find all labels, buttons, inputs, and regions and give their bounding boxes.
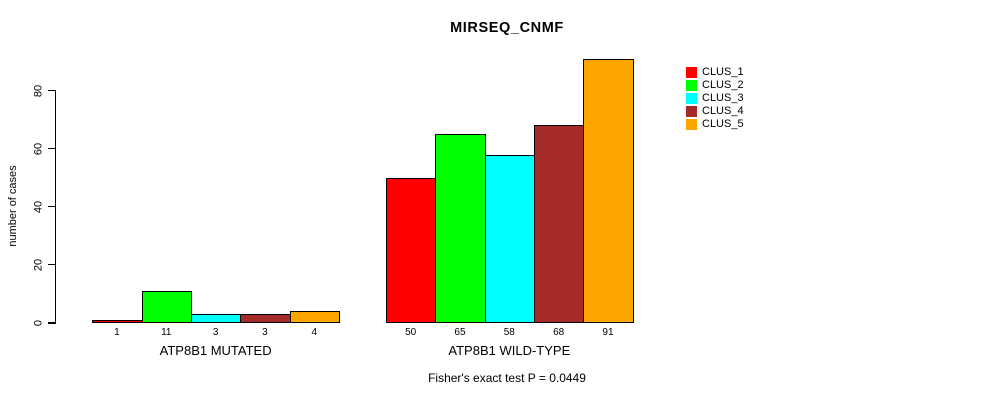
legend-swatch-icon [686,106,697,117]
y-tick-mark [48,264,55,266]
bar-clus_4-group2 [533,125,585,323]
bar-clus_1-group2 [386,177,437,323]
bar-clus_1-group1 [92,320,143,323]
bar-clus_2-group1 [141,291,192,323]
bar-value-label: 3 [212,327,219,338]
bar-value-label: 68 [553,327,565,338]
fisher-test-caption: Fisher's exact test P = 0.0449 [428,371,586,385]
y-tick-label: 40 [32,200,45,213]
y-tick-mark [48,148,55,150]
bar-value-label: 65 [454,327,466,338]
legend-label: CLUS_4 [702,105,744,117]
y-axis-title: number of cases [7,165,19,247]
y-tick-label: 80 [32,84,45,97]
legend-item: CLUS_5 [686,118,744,131]
bar-clus_3-group2 [484,154,535,323]
bar-value-label: 4 [311,327,318,338]
group-label: ATP8B1 WILD-TYPE [448,343,571,358]
bar-clus_5-group1 [289,311,340,323]
legend-label: CLUS_1 [702,66,744,78]
bar-value-label: 50 [405,327,417,338]
legend-swatch-icon [686,93,697,104]
bar-value-label: 3 [262,327,268,338]
legend-swatch-icon [686,67,697,78]
y-tick-mark [48,206,55,208]
y-tick-label: 0 [32,319,45,327]
y-tick-label: 20 [32,258,45,272]
bar-value-label: 91 [602,327,614,338]
legend-item: CLUS_2 [686,79,744,92]
legend-label: CLUS_5 [702,118,744,130]
legend-label: CLUS_3 [702,92,744,104]
bar-clus_2-group2 [435,134,486,323]
legend-item: CLUS_1 [686,66,744,79]
bar-clus_5-group2 [583,58,634,323]
legend-item: CLUS_3 [686,92,744,105]
y-axis-line [54,90,56,324]
bar-value-label: 1 [114,327,120,338]
chart-title: MIRSEQ_CNMF [450,20,564,36]
legend-swatch-icon [686,119,697,130]
group-label: ATP8B1 MUTATED [159,343,272,358]
legend: CLUS_1 CLUS_2 CLUS_3 CLUS_4 CLUS_5 [686,66,744,131]
legend-label: CLUS_2 [702,79,744,91]
y-tick-label: 60 [32,142,45,155]
y-tick-mark [48,90,55,92]
legend-item: CLUS_4 [686,105,744,118]
bar-clus_3-group1 [190,314,242,323]
bar-clus_4-group1 [240,314,291,323]
bar-value-label: 58 [503,327,515,338]
legend-swatch-icon [686,80,697,91]
y-tick-mark [48,322,55,324]
bar-value-label: 11 [161,327,172,338]
